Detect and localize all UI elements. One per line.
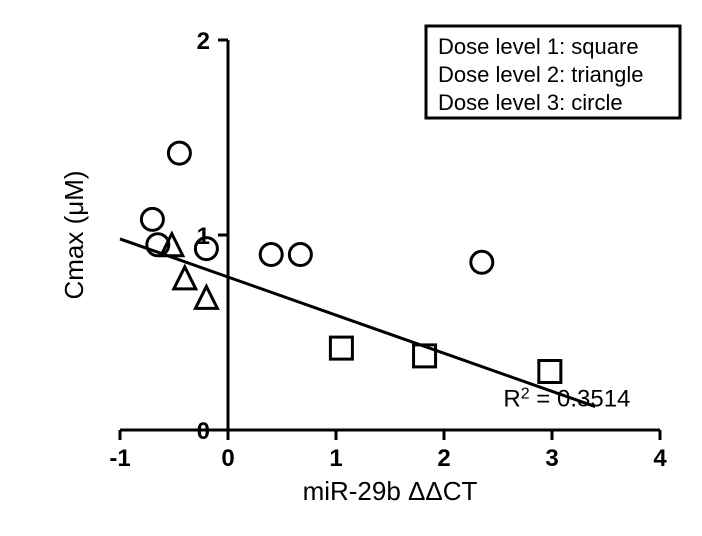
x-tick-label: 2 [437, 445, 450, 472]
r-squared-label: R2 = 0.3514 [503, 385, 630, 413]
y-axis-label: Cmax (μM) [59, 170, 89, 299]
data-point-circle [471, 251, 493, 273]
x-tick-label: 4 [653, 445, 667, 472]
legend-item: Dose level 1: square [438, 34, 639, 59]
x-tick-label: 3 [545, 445, 558, 472]
scatter-chart: -101234012miR-29b ΔΔCTCmax (μM)R2 = 0.35… [0, 0, 702, 536]
x-tick-label: 1 [329, 445, 342, 472]
data-point-circle [168, 142, 190, 164]
data-point-square [330, 337, 352, 359]
data-point-triangle [174, 267, 196, 289]
legend-item: Dose level 2: triangle [438, 62, 643, 87]
data-point-triangle [195, 286, 217, 308]
legend-item: Dose level 3: circle [438, 90, 623, 115]
y-tick-label: 0 [197, 418, 210, 445]
trend-line [120, 239, 595, 407]
data-point-circle [260, 244, 282, 266]
y-tick-label: 2 [197, 28, 210, 55]
chart-svg: -101234012miR-29b ΔΔCTCmax (μM)R2 = 0.35… [0, 0, 702, 536]
data-point-circle [289, 244, 311, 266]
x-tick-label: 0 [221, 445, 234, 472]
data-point-square [539, 361, 561, 383]
data-point-circle [141, 208, 163, 230]
x-tick-label: -1 [109, 445, 130, 472]
x-axis-label: miR-29b ΔΔCT [303, 476, 478, 506]
